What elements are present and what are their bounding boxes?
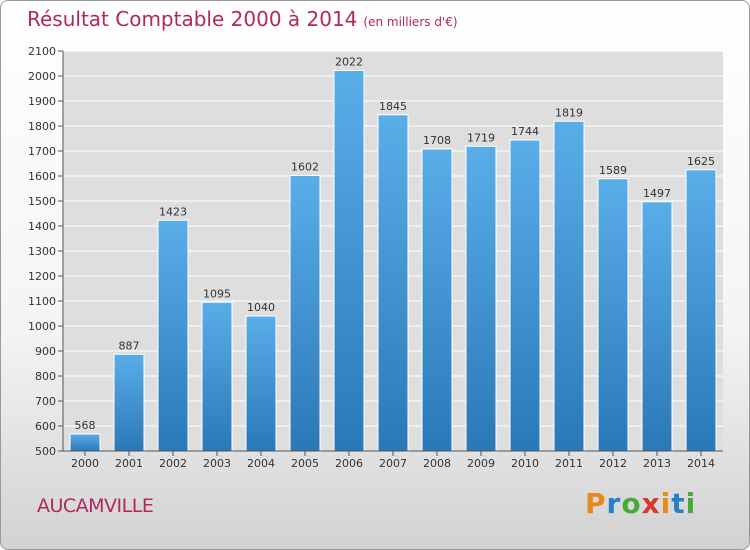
y-axis: 500 600 700 800 900 1000 1100 1200 1300 1400 1500 1… bbox=[28, 45, 64, 458]
x-tick-label: 2010 bbox=[511, 457, 539, 470]
x-tick-label: 2002 bbox=[159, 457, 187, 470]
logo-letter: x bbox=[641, 487, 661, 520]
x-tick-label: 2013 bbox=[643, 457, 671, 470]
logo-letter: P bbox=[585, 487, 607, 520]
bars bbox=[69, 70, 717, 452]
bar bbox=[597, 178, 629, 452]
bar-value-label: 1423 bbox=[159, 205, 187, 218]
bar-value-label: 1589 bbox=[599, 164, 627, 177]
x-tick-label: 2008 bbox=[423, 457, 451, 470]
x-tick-label: 2014 bbox=[687, 457, 715, 470]
y-tick-label: 1900 bbox=[28, 95, 56, 108]
y-tick-label: 1800 bbox=[28, 120, 56, 133]
x-tick-label: 2007 bbox=[379, 457, 407, 470]
bar-value-label: 1602 bbox=[291, 161, 319, 174]
bar bbox=[465, 145, 497, 452]
y-tick-label: 2000 bbox=[28, 70, 56, 83]
bar bbox=[509, 139, 541, 452]
bar-value-label: 1625 bbox=[687, 155, 715, 168]
bar bbox=[553, 120, 585, 452]
commune-name: AUCAMVILLE bbox=[37, 495, 154, 517]
bar bbox=[333, 70, 365, 452]
y-tick-label: 500 bbox=[35, 445, 56, 458]
bar bbox=[201, 301, 233, 452]
x-tick-label: 2012 bbox=[599, 457, 627, 470]
bar-value-label: 1497 bbox=[643, 187, 671, 200]
y-tick-label: 1300 bbox=[28, 245, 56, 258]
bar-value-label: 568 bbox=[75, 419, 96, 432]
logo-letter: i bbox=[660, 487, 672, 520]
bar bbox=[113, 353, 145, 452]
logo-letter: o bbox=[621, 487, 642, 520]
bar bbox=[289, 175, 321, 452]
y-tick-label: 2100 bbox=[28, 45, 56, 58]
x-axis: 2000 2001 2002 2003 2004 2005 2006 2007 2008 2009… bbox=[63, 450, 723, 470]
title-text: Résultat Comptable 2000 à 2014 bbox=[27, 7, 358, 31]
x-tick-label: 2006 bbox=[335, 457, 363, 470]
chart-title: Résultat Comptable 2000 à 2014 (en millie… bbox=[27, 7, 458, 31]
bar-value-label: 1095 bbox=[203, 287, 231, 300]
logo-letter: i bbox=[685, 487, 697, 520]
y-tick-label: 1000 bbox=[28, 320, 56, 333]
bar bbox=[157, 219, 189, 452]
bar bbox=[69, 433, 101, 452]
bar-value-label: 1719 bbox=[467, 131, 495, 144]
y-tick-label: 1100 bbox=[28, 295, 56, 308]
x-tick-label: 2001 bbox=[115, 457, 143, 470]
bar-value-label: 1708 bbox=[423, 134, 451, 147]
bar-value-label: 1819 bbox=[555, 106, 583, 119]
y-tick-label: 1400 bbox=[28, 220, 56, 233]
y-tick-label: 1700 bbox=[28, 145, 56, 158]
bar-value-label: 1845 bbox=[379, 100, 407, 113]
logo-letter: r bbox=[606, 487, 622, 520]
x-tick-label: 2004 bbox=[247, 457, 275, 470]
bar-value-label: 2022 bbox=[335, 56, 363, 69]
bar bbox=[377, 114, 409, 452]
bar bbox=[685, 169, 717, 452]
x-tick-label: 2011 bbox=[555, 457, 583, 470]
data-labels: 568 887 1423 1095 1040 1602 2022 1845 1708 1719 17… bbox=[75, 56, 716, 433]
x-tick-label: 2003 bbox=[203, 457, 231, 470]
x-tick-label: 2000 bbox=[71, 457, 99, 470]
x-tick-label: 2005 bbox=[291, 457, 319, 470]
bar bbox=[641, 201, 673, 452]
y-tick-label: 600 bbox=[35, 420, 56, 433]
bar-value-label: 887 bbox=[119, 339, 140, 352]
unit-label: (en milliers d'€) bbox=[363, 15, 458, 29]
y-tick-label: 900 bbox=[35, 345, 56, 358]
proxiti-logo: Proxiti bbox=[585, 487, 696, 520]
bar bbox=[421, 148, 453, 452]
y-tick-label: 700 bbox=[35, 395, 56, 408]
y-tick-label: 800 bbox=[35, 370, 56, 383]
y-tick-label: 1200 bbox=[28, 270, 56, 283]
y-tick-label: 1600 bbox=[28, 170, 56, 183]
x-tick-label: 2009 bbox=[467, 457, 495, 470]
y-tick-label: 1500 bbox=[28, 195, 56, 208]
bar-value-label: 1744 bbox=[511, 125, 539, 138]
bar-value-label: 1040 bbox=[247, 301, 275, 314]
logo-letter: t bbox=[671, 487, 686, 520]
bar bbox=[245, 315, 277, 452]
